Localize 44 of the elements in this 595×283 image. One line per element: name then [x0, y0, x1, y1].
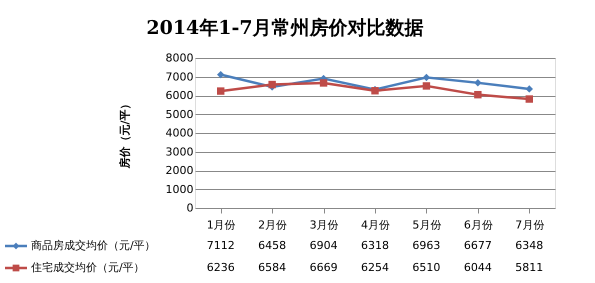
data-label: 6254	[361, 261, 389, 274]
x-tick-label: 6月份	[464, 218, 493, 232]
x-tick-label: 2月份	[258, 218, 288, 232]
y-tick-label: 7000	[166, 70, 194, 84]
point	[217, 70, 224, 78]
data-label: 6584	[258, 261, 286, 274]
data-label: 6044	[464, 261, 492, 274]
point	[474, 90, 482, 98]
y-tick-label: 1000	[166, 182, 194, 196]
data-label: 6348	[515, 239, 544, 252]
x-tick-label: 5月份	[412, 218, 442, 232]
x-tick-label: 3月份	[310, 218, 339, 232]
data-label: 7112	[206, 239, 235, 252]
data-label: 6236	[206, 261, 235, 274]
point	[422, 82, 430, 90]
data-label: 6669	[310, 261, 338, 274]
y-tick-label: 8000	[166, 52, 194, 64]
data-label: 6458	[258, 239, 286, 252]
data-label: 6963	[412, 239, 440, 252]
data-label: 6904	[310, 239, 338, 252]
point	[217, 87, 224, 95]
data-label: 6510	[412, 261, 440, 274]
x-tick-label: 7月份	[515, 218, 544, 232]
legend-label: 住宅成交均价（元/平）	[31, 261, 145, 274]
y-tick-label: 2000	[166, 164, 194, 177]
y-axis-title: 房价（元/平）	[118, 98, 132, 170]
y-tick-label: 3000	[166, 145, 194, 158]
data-label: 5811	[515, 261, 544, 274]
point	[422, 74, 430, 82]
data-label: 6677	[464, 239, 492, 252]
y-tick-label: 5000	[166, 108, 194, 121]
chart-title: 2014年1-7月常州房价对比数据	[146, 17, 424, 39]
point	[526, 95, 533, 103]
point	[268, 80, 276, 88]
y-tick-label: 6000	[166, 89, 194, 102]
x-tick-label: 1月份	[206, 218, 236, 232]
x-tick-label: 4月份	[361, 218, 390, 232]
y-tick-label: 0	[186, 202, 194, 214]
y-tick-label: 4000	[166, 126, 194, 140]
point	[474, 79, 482, 87]
point	[320, 79, 328, 87]
legend-label: 商品房成交均价（元/平）	[31, 239, 156, 252]
point	[526, 85, 533, 93]
data-label: 6318	[361, 239, 389, 252]
